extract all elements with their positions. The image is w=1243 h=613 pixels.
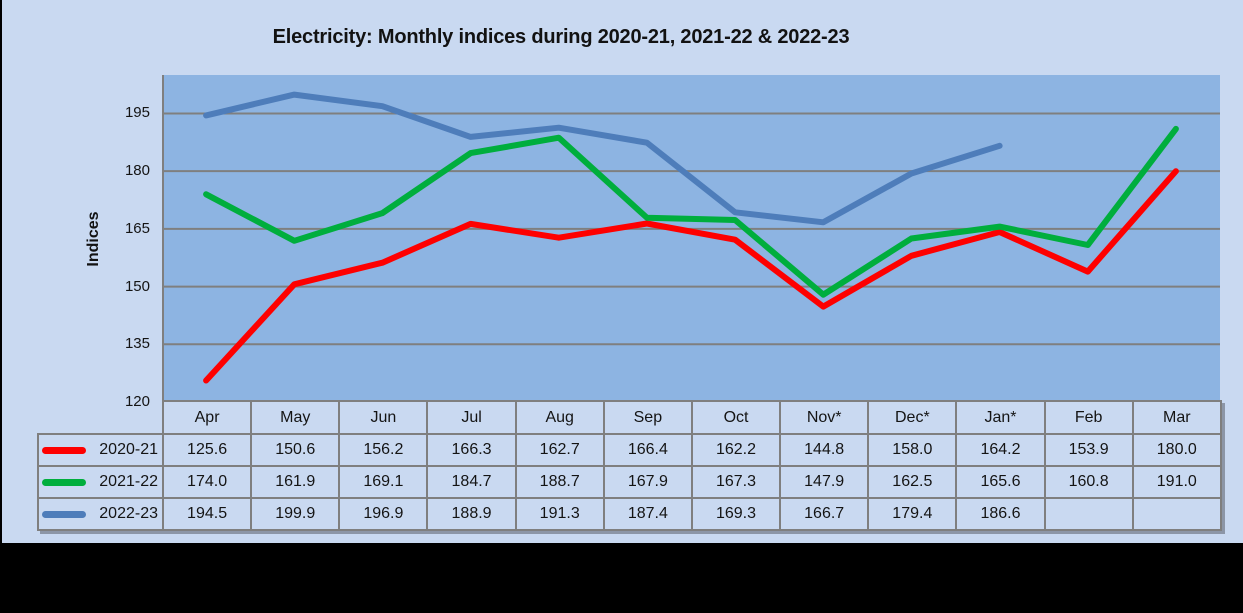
y-axis-tick-label: 165: [124, 220, 150, 237]
legend-key-icon: [42, 510, 86, 518]
legend-key-icon: [42, 478, 86, 486]
value-cell: 194.5: [161, 497, 253, 531]
table-row: 2021-22 174.0 161.9 169.1 184.7 188.7 167.9 167…: [37, 465, 1222, 499]
value-cell: [1043, 497, 1134, 531]
series-name-label: 2022-23: [99, 505, 158, 522]
value-cell: 169.3: [690, 497, 782, 531]
series-legend-cell: 2020-21: [37, 433, 164, 467]
value-cell: 150.6: [250, 433, 341, 467]
y-axis-tick-label: 180: [124, 162, 150, 179]
value-cell: 191.0: [1131, 465, 1222, 499]
series-legend-cell: 2022-23: [37, 497, 164, 531]
table-header-row: Apr May Jun Jul Aug Sep Oct Nov* Dec* Jan* Feb Mar: [38, 400, 1222, 435]
value-cell: 164.2: [955, 433, 1046, 467]
y-axis-tick-label: 135: [124, 335, 150, 352]
month-header-cell: Jan*: [955, 400, 1046, 435]
month-header-cell: Jul: [426, 400, 517, 435]
value-cell: 199.9: [250, 497, 341, 531]
value-cell: 161.9: [250, 465, 341, 499]
value-cell: 184.7: [426, 465, 517, 499]
bottom-bar: [0, 543, 1243, 613]
month-header-cell: Apr: [161, 400, 253, 435]
legend-key-icon: [42, 446, 86, 454]
plot-area: [162, 75, 1220, 404]
value-cell: 153.9: [1043, 433, 1134, 467]
value-cell: 166.3: [426, 433, 517, 467]
value-cell: 188.9: [426, 497, 517, 531]
value-cell: 174.0: [161, 465, 253, 499]
value-cell: 144.8: [779, 433, 870, 467]
value-cell: 162.7: [514, 433, 605, 467]
value-cell: 147.9: [779, 465, 870, 499]
month-header-cell: Sep: [602, 400, 693, 435]
value-cell: 169.1: [338, 465, 429, 499]
series-line-2021-22: [203, 125, 1179, 298]
data-table: Apr May Jun Jul Aug Sep Oct Nov* Dec* Jan* Feb Mar …: [37, 400, 1222, 531]
value-cell: [1131, 497, 1222, 531]
value-cell: 180.0: [1131, 433, 1222, 467]
value-cell: 125.6: [161, 433, 253, 467]
chart-area: Electricity: Monthly indices during 2020…: [2, 0, 1243, 543]
month-header-cell: Oct: [690, 400, 782, 435]
month-header-cell: May: [250, 400, 341, 435]
value-cell: 166.4: [602, 433, 693, 467]
series-legend-cell: 2021-22: [37, 465, 164, 499]
series-line-2022-23: [203, 91, 1003, 226]
value-cell: 188.7: [514, 465, 605, 499]
value-cell: 179.4: [867, 497, 958, 531]
chart-title: Electricity: Monthly indices during 2020…: [272, 26, 850, 48]
y-axis-tick-label: 120: [124, 393, 150, 410]
month-header-cell: Nov*: [779, 400, 870, 435]
table-row: 2022-23 194.5 199.9 196.9 188.9 191.3 187.4 169…: [37, 497, 1222, 531]
month-header-cell: Dec*: [867, 400, 958, 435]
month-header-cell: Aug: [514, 400, 605, 435]
value-cell: 160.8: [1043, 465, 1134, 499]
value-cell: 165.6: [955, 465, 1046, 499]
value-cell: 167.3: [690, 465, 782, 499]
value-cell: 162.5: [867, 465, 958, 499]
month-header-cell: Feb: [1043, 400, 1134, 435]
series-name-label: 2021-22: [99, 473, 158, 490]
value-cell: 187.4: [602, 497, 693, 531]
value-cell: 156.2: [338, 433, 429, 467]
y-axis-tick-label: 195: [124, 104, 150, 121]
series-line-2020-21: [203, 168, 1179, 384]
table-corner-cell: [38, 401, 163, 434]
value-cell: 186.6: [955, 497, 1046, 531]
month-header-cell: Jun: [338, 400, 429, 435]
table-row: 2020-21 125.6 150.6 156.2 166.3 162.7 166.4 162…: [37, 433, 1222, 467]
value-cell: 162.2: [690, 433, 782, 467]
value-cell: 196.9: [338, 497, 429, 531]
month-header-cell: Mar: [1131, 400, 1222, 435]
series-name-label: 2020-21: [99, 441, 158, 458]
value-cell: 166.7: [779, 497, 870, 531]
value-cell: 167.9: [602, 465, 693, 499]
y-axis-tick-label: 150: [124, 278, 150, 295]
value-cell: 191.3: [514, 497, 605, 531]
value-cell: 158.0: [867, 433, 958, 467]
